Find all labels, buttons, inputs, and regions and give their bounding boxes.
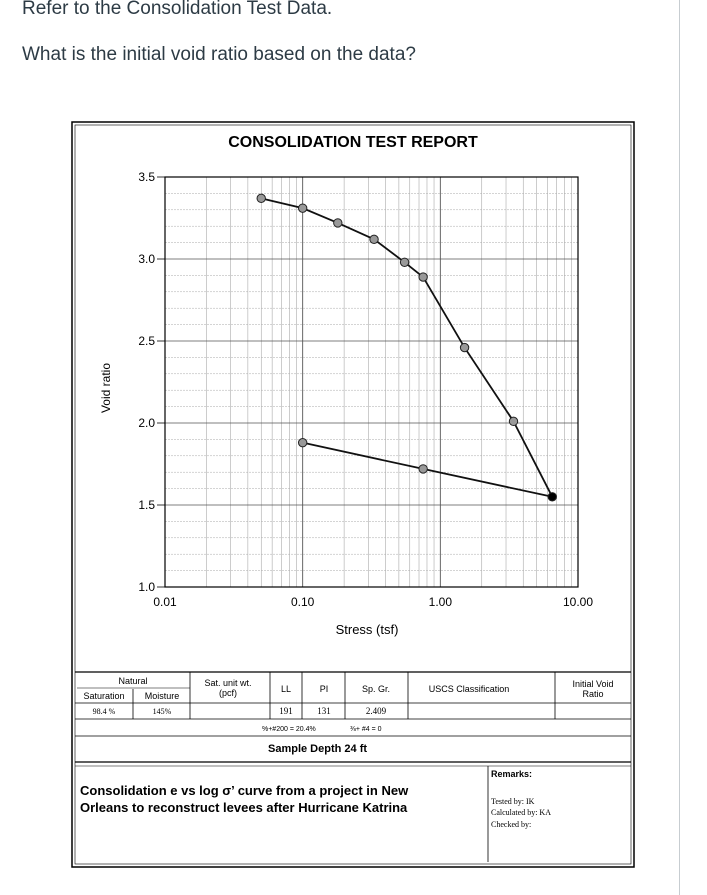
remarks-label: Remarks: [491, 769, 532, 779]
sat-unit-wt-unit: (pcf) [219, 688, 237, 698]
y-tick-label: 1.5 [138, 498, 155, 512]
caption-line-1: Consolidation e vs log σ’ curve from a p… [80, 783, 409, 798]
pi-value: 131 [317, 706, 331, 716]
natural-header: Natural [118, 676, 147, 686]
x-tick-label: 0.01 [153, 595, 177, 609]
calculated-by: Calculated by: KA [491, 808, 551, 817]
chart-title: CONSOLIDATION TEST REPORT [228, 134, 478, 151]
y-tick-labels: 1.0 1.5 2.0 2.5 3.0 3.5 [138, 170, 165, 594]
x-tick-label: 1.00 [429, 595, 453, 609]
data-table [75, 671, 631, 862]
plot-grid [164, 177, 578, 587]
y-tick-label: 1.0 [138, 580, 155, 594]
y-axis-label: Void ratio [99, 363, 113, 413]
ll-value: 191 [279, 706, 293, 716]
series-line-loading [261, 197, 554, 498]
x-tick-labels: 0.01 0.10 1.00 10.00 [153, 595, 593, 609]
ll-label: LL [281, 684, 291, 694]
data-point [547, 492, 557, 502]
y-tick-label: 2.5 [138, 334, 155, 348]
data-point [256, 193, 266, 204]
moisture-value: 145% [153, 707, 172, 716]
question-line-2: What is the initial void ratio based on … [22, 44, 416, 65]
caption-line-2: Orleans to reconstruct levees after Hurr… [80, 800, 408, 815]
saturation-value: 98.4 % [93, 707, 116, 716]
data-point [369, 234, 379, 245]
plot-area [164, 176, 579, 588]
data-point [399, 257, 410, 267]
x-tick-label: 0.10 [291, 595, 315, 609]
saturation-label: Saturation [83, 691, 124, 701]
sp-gr-value: 2.409 [366, 706, 387, 716]
sat-unit-wt-label: Sat. unit wt. [204, 678, 251, 688]
checked-by: Checked by: [491, 820, 531, 829]
data-point [297, 203, 308, 213]
y-tick-label: 2.0 [138, 416, 155, 430]
data-point [508, 416, 519, 427]
x-tick-label: 10.00 [563, 595, 593, 609]
page-divider [679, 0, 680, 895]
series-lines [261, 197, 554, 498]
initial-void-label-2: Ratio [582, 689, 603, 699]
report-frame [71, 121, 635, 868]
data-point [418, 464, 428, 474]
moisture-label: Moisture [145, 691, 180, 701]
question-line-1: Refer to the Consolidation Test Data. [22, 0, 333, 19]
data-point [418, 272, 428, 282]
data-point [459, 342, 470, 353]
series-points [256, 193, 557, 502]
pi-label: PI [320, 684, 329, 694]
sieve-text: ⅜+ #4 = 0 [350, 726, 382, 733]
y-tick-label: 3.0 [138, 252, 155, 266]
data-point [297, 437, 308, 448]
tested-by: Tested by: IK [491, 797, 535, 806]
fines-text: %+#200 = 20.4% [262, 726, 316, 733]
y-tick-label: 3.5 [138, 170, 155, 184]
data-point [333, 218, 343, 228]
initial-void-label-1: Initial Void [572, 679, 613, 689]
uscs-label: USCS Classification [429, 684, 510, 694]
sp-gr-label: Sp. Gr. [362, 684, 390, 694]
report-inner-frame [74, 124, 632, 865]
x-axis-label: Stress (tsf) [336, 622, 399, 637]
sample-depth: Sample Depth 24 ft [268, 743, 367, 755]
